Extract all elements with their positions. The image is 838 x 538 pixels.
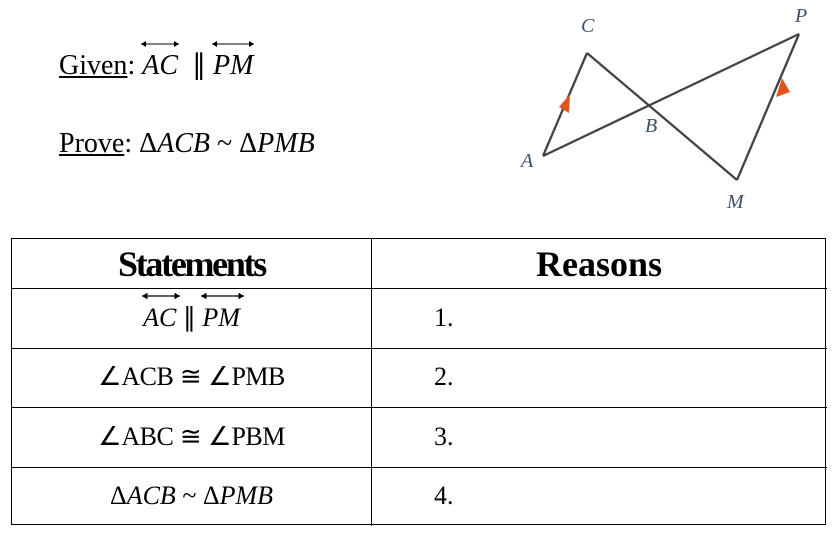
svg-text:M: M	[726, 191, 745, 213]
svg-text:P: P	[794, 5, 807, 27]
svg-text:A: A	[519, 150, 534, 172]
svg-text:B: B	[645, 115, 657, 137]
svg-text:C: C	[581, 15, 595, 37]
